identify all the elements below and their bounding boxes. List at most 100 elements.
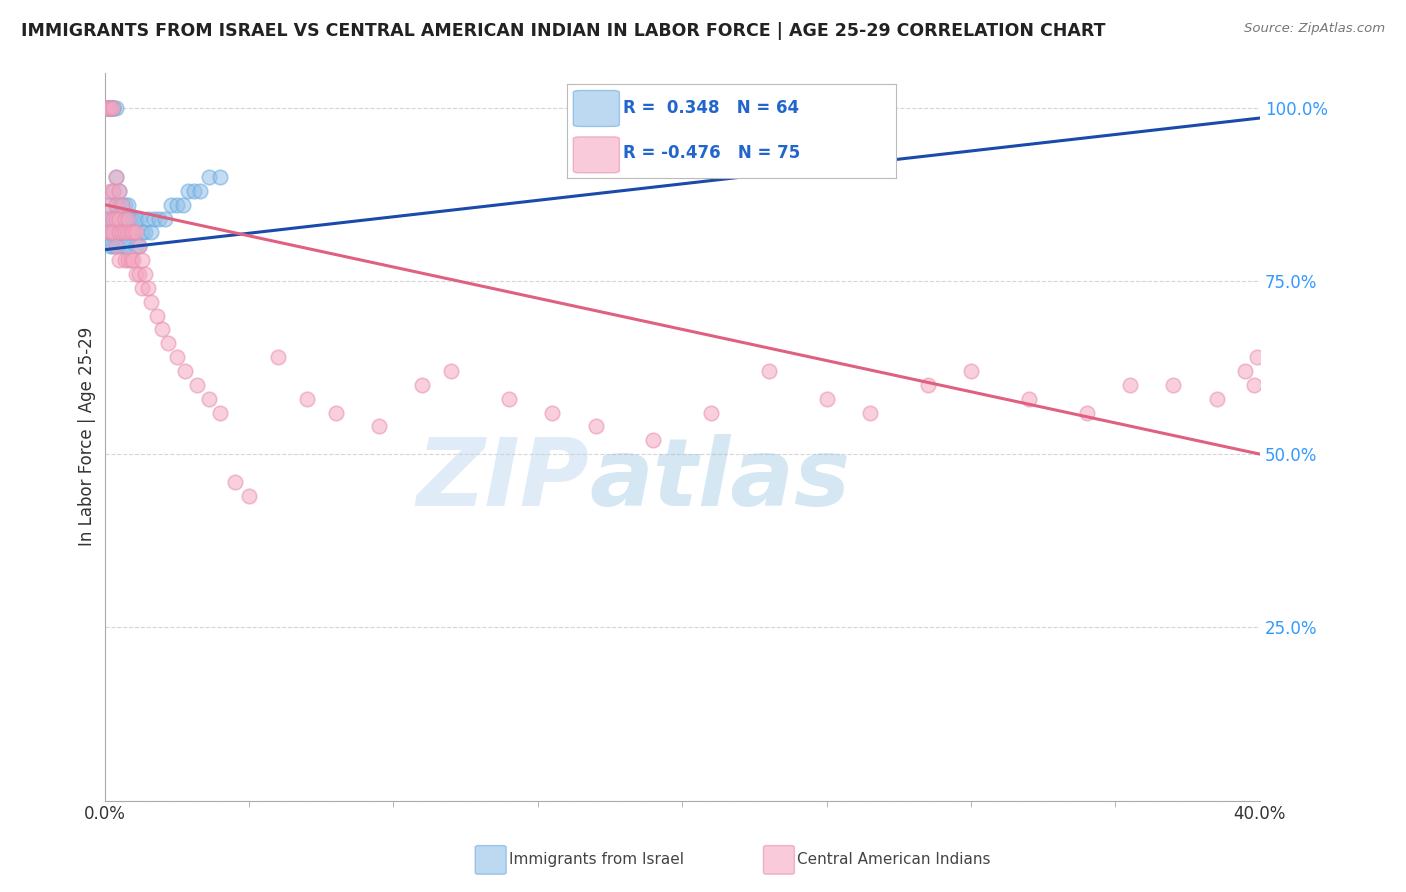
Point xyxy=(960,364,983,378)
Point xyxy=(96,197,118,211)
Point xyxy=(1246,350,1268,364)
Point xyxy=(368,419,391,434)
Point xyxy=(157,336,180,351)
Point xyxy=(96,101,118,115)
Point xyxy=(139,226,162,240)
Point xyxy=(100,211,122,226)
Point xyxy=(111,226,134,240)
Point xyxy=(103,226,125,240)
Point xyxy=(125,226,148,240)
Point xyxy=(131,226,153,240)
Point xyxy=(238,489,260,503)
Text: atlas: atlas xyxy=(589,434,851,526)
Point xyxy=(120,253,142,268)
Point xyxy=(108,239,131,253)
Point xyxy=(1161,377,1184,392)
Point xyxy=(120,211,142,226)
Point xyxy=(100,184,122,198)
Point xyxy=(541,405,564,419)
Text: Immigrants from Israel: Immigrants from Israel xyxy=(509,853,683,867)
Point xyxy=(1076,405,1098,419)
Point xyxy=(96,101,118,115)
Point xyxy=(122,253,145,268)
Point xyxy=(103,211,125,226)
Point xyxy=(134,226,156,240)
Point xyxy=(1018,392,1040,406)
Point xyxy=(128,211,150,226)
Point xyxy=(117,211,139,226)
Point xyxy=(108,197,131,211)
Point xyxy=(498,392,520,406)
Point xyxy=(117,226,139,240)
Point xyxy=(103,211,125,226)
Point xyxy=(105,197,128,211)
Point xyxy=(100,101,122,115)
Point xyxy=(267,350,290,364)
Point xyxy=(700,405,723,419)
Point xyxy=(103,184,125,198)
Point xyxy=(103,226,125,240)
Point xyxy=(758,364,780,378)
Point xyxy=(131,281,153,295)
Point xyxy=(815,392,838,406)
Point xyxy=(96,101,118,115)
Point xyxy=(96,101,118,115)
Point xyxy=(100,239,122,253)
Y-axis label: In Labor Force | Age 25-29: In Labor Force | Age 25-29 xyxy=(79,327,96,547)
Point xyxy=(105,169,128,184)
Point xyxy=(100,226,122,240)
Point xyxy=(917,377,939,392)
Point xyxy=(128,239,150,253)
Point xyxy=(108,226,131,240)
Point xyxy=(103,101,125,115)
Point xyxy=(105,211,128,226)
Point xyxy=(188,184,211,198)
Point xyxy=(103,184,125,198)
Point xyxy=(224,475,246,489)
Point xyxy=(117,211,139,226)
Point xyxy=(172,197,194,211)
Point xyxy=(325,405,347,419)
Point xyxy=(209,169,232,184)
Point xyxy=(1243,377,1265,392)
Point xyxy=(148,211,170,226)
Point xyxy=(103,239,125,253)
Point xyxy=(440,364,463,378)
Point xyxy=(295,392,318,406)
Point xyxy=(122,211,145,226)
Point xyxy=(103,101,125,115)
Point xyxy=(120,226,142,240)
Point xyxy=(131,253,153,268)
Point xyxy=(1119,377,1142,392)
Point xyxy=(100,197,122,211)
Point xyxy=(100,101,122,115)
Point xyxy=(105,239,128,253)
Point xyxy=(166,350,188,364)
Point xyxy=(108,184,131,198)
Point xyxy=(125,267,148,281)
Text: ZIP: ZIP xyxy=(418,434,589,526)
Point xyxy=(859,405,882,419)
Point xyxy=(96,101,118,115)
Point xyxy=(1205,392,1227,406)
Point xyxy=(155,211,177,226)
Point xyxy=(114,239,136,253)
Point xyxy=(114,253,136,268)
Point xyxy=(136,211,159,226)
Point xyxy=(117,226,139,240)
Point xyxy=(111,197,134,211)
Point xyxy=(183,184,205,198)
Point xyxy=(139,294,162,309)
Point xyxy=(120,226,142,240)
Point xyxy=(134,267,156,281)
Point xyxy=(117,253,139,268)
Point xyxy=(96,226,118,240)
Point xyxy=(128,267,150,281)
Point xyxy=(125,211,148,226)
Point xyxy=(209,405,232,419)
Point xyxy=(643,434,665,448)
Point xyxy=(108,253,131,268)
Point xyxy=(197,392,219,406)
Point xyxy=(108,211,131,226)
Point xyxy=(114,226,136,240)
